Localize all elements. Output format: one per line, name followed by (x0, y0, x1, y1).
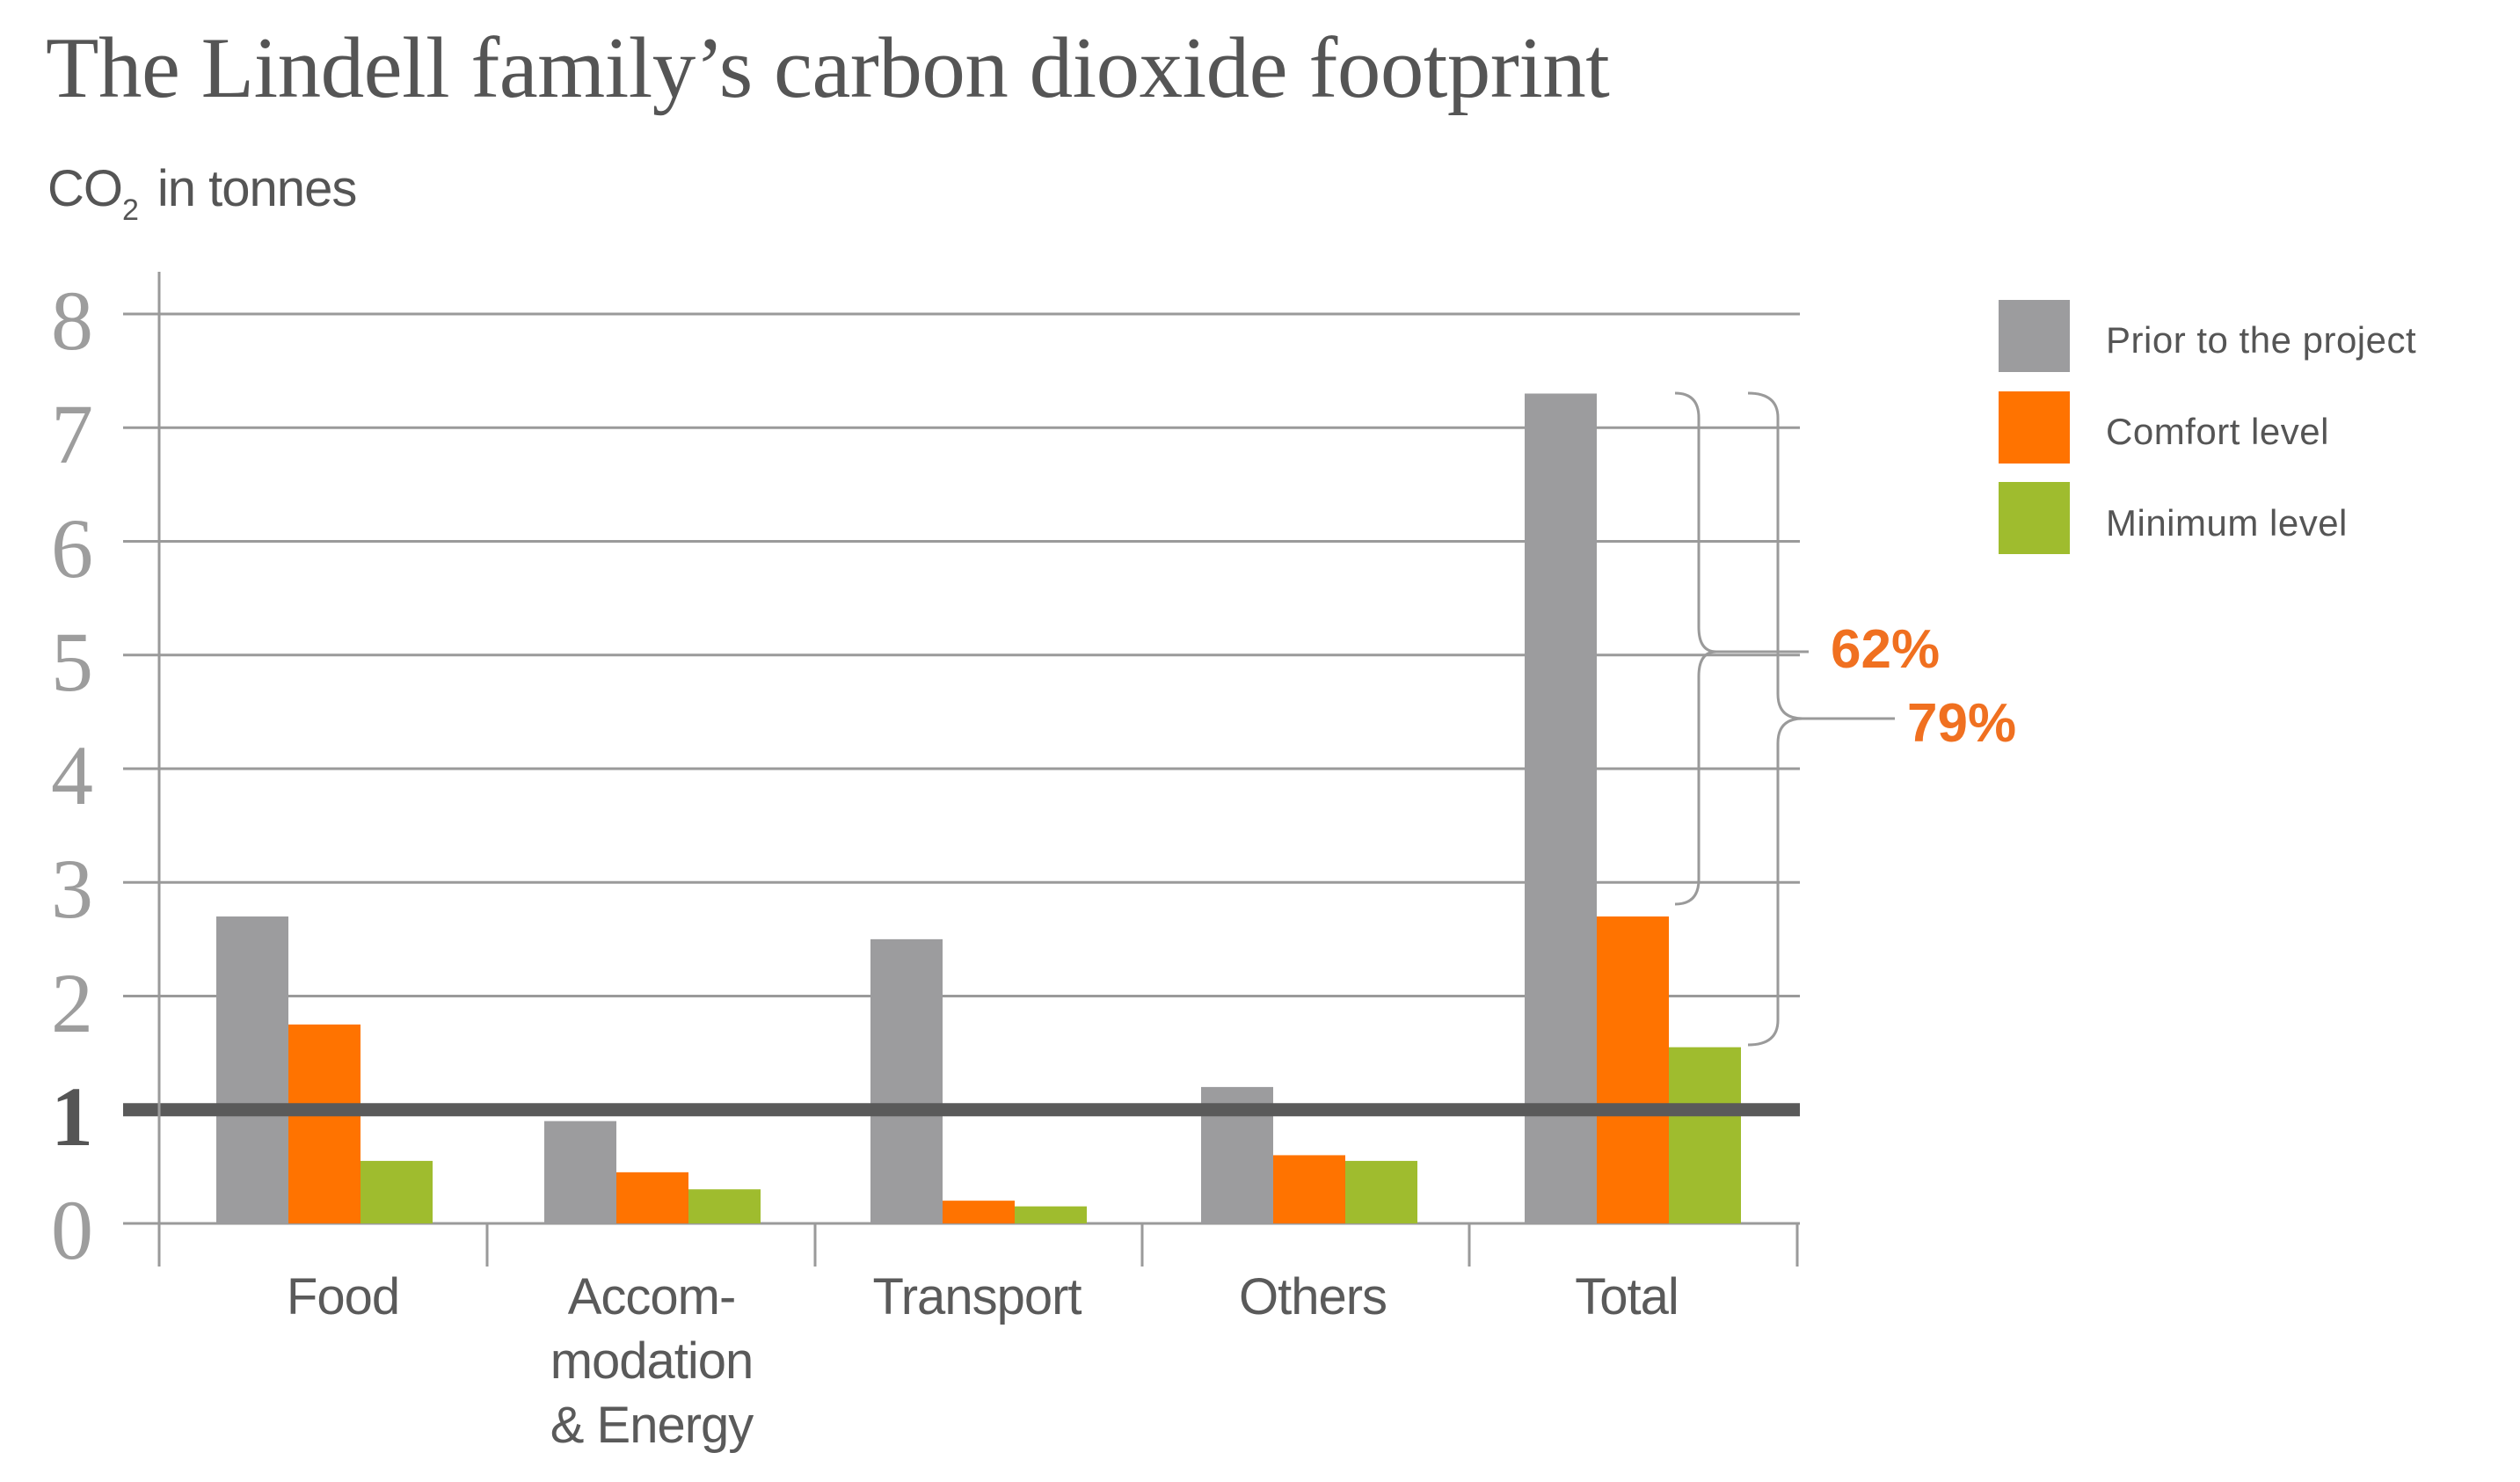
axes (157, 272, 1799, 1267)
legend-label-minimum: Minimum level (2106, 502, 2348, 544)
chart-title: The Lindell family’s carbon dioxide foot… (46, 20, 1610, 116)
y-tick-label-4: 4 (51, 728, 93, 822)
bar-3-1 (1273, 1155, 1345, 1223)
reference-line (123, 1103, 1800, 1117)
bar-4-2 (1669, 1047, 1741, 1223)
bar-0-2 (361, 1160, 433, 1223)
bar-1-0 (544, 1121, 616, 1223)
bar-1-1 (616, 1172, 688, 1223)
x-axis-label-line: & Energy (550, 1397, 754, 1454)
y-tick-label-7: 7 (51, 387, 93, 482)
bar-4-1 (1597, 916, 1669, 1223)
unit-subscript: 2 (122, 193, 139, 227)
legend-swatch-comfort (1999, 391, 2070, 464)
x-axis-label-line: modation (550, 1332, 754, 1390)
x-axis-label-3: Others (1137, 1265, 1489, 1329)
x-axis-label-line: Food (286, 1268, 400, 1325)
brace-79-percent (1747, 391, 1803, 1047)
y-axis-unit-label: CO2 in tonnes (47, 164, 357, 226)
bars (216, 393, 1741, 1224)
legend-label-comfort: Comfort level (2106, 411, 2329, 452)
bar-0-0 (216, 916, 288, 1223)
legend-label-prior: Prior to the project (2106, 319, 2417, 361)
x-axis-label-0: Food (167, 1265, 519, 1329)
x-axis-label-2: Transport (801, 1265, 1153, 1329)
bar-0-1 (288, 1024, 361, 1223)
x-axis-label-line: Accom- (567, 1268, 737, 1325)
unit-prefix: CO (47, 160, 123, 217)
x-axis-label-line: Others (1238, 1268, 1387, 1325)
reference-line-1 (123, 1103, 1800, 1117)
legend-swatch-prior (1999, 300, 2070, 372)
x-axis-label-4: Total (1451, 1265, 1803, 1329)
y-tick-label-1: 1 (51, 1069, 93, 1164)
y-tick-label-8: 8 (51, 274, 93, 368)
bar-3-2 (1345, 1160, 1417, 1223)
bar-2-0 (870, 938, 943, 1223)
x-axis-label-line: Transport (872, 1268, 1082, 1325)
y-tick-label-6: 6 (51, 500, 93, 595)
y-tick-label-2: 2 (51, 955, 93, 1050)
legend-swatch-minimum (1999, 482, 2070, 554)
x-axis-label-1: Accom-modation & Energy (476, 1265, 827, 1457)
annotation-braces (1674, 391, 1895, 1047)
annotation-79-percent: 79% (1907, 693, 2017, 754)
unit-suffix: in tonnes (157, 160, 357, 217)
bar-2-2 (1015, 1206, 1087, 1223)
bar-1-2 (688, 1189, 761, 1223)
brace-62-percent (1674, 391, 1717, 906)
y-tick-label-5: 5 (51, 614, 93, 709)
y-tick-label-3: 3 (51, 842, 93, 937)
annotation-62-percent: 62% (1831, 619, 1941, 680)
bar-2-1 (943, 1201, 1015, 1223)
x-axis-label-line: Total (1575, 1268, 1679, 1325)
bar-4-0 (1525, 393, 1597, 1224)
y-tick-label-0: 0 (51, 1183, 93, 1277)
